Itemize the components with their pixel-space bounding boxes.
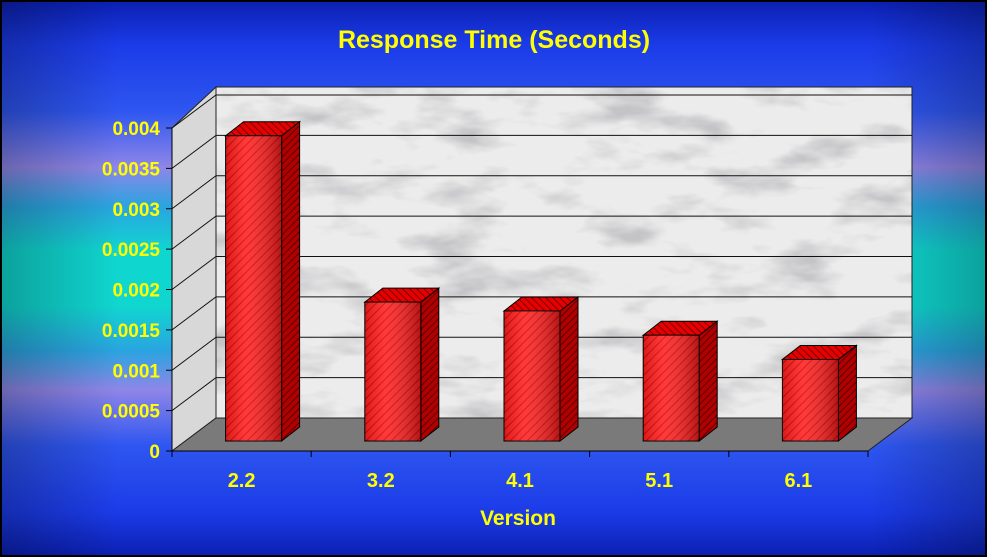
bars bbox=[224, 120, 858, 443]
bar-front-shade bbox=[504, 310, 560, 441]
bar-4.1 bbox=[502, 295, 580, 443]
x-tick-label: 3.2 bbox=[367, 470, 395, 492]
bar-front-shade bbox=[643, 335, 700, 441]
bar-side bbox=[837, 344, 857, 443]
y-tick-label: 0 bbox=[149, 442, 160, 463]
bar-3.2 bbox=[363, 287, 441, 443]
y-tick-label: 0.003 bbox=[112, 200, 160, 221]
bar-side bbox=[281, 120, 301, 443]
bar-6.1 bbox=[780, 344, 858, 443]
gridline bbox=[171, 175, 912, 210]
y-tick-label: 0.004 bbox=[112, 119, 160, 140]
bar-front-shade bbox=[364, 302, 421, 441]
x-tick-label: 2.2 bbox=[228, 470, 256, 492]
gridline bbox=[171, 296, 912, 331]
bar-front-shade bbox=[782, 359, 839, 441]
gridlines bbox=[171, 94, 912, 412]
x-axis-title: Version bbox=[480, 507, 556, 530]
gridline bbox=[171, 256, 912, 290]
y-tick-label: 0.002 bbox=[112, 281, 160, 302]
y-tick-label: 0.0015 bbox=[102, 321, 161, 342]
y-tick-label: 0.0005 bbox=[102, 402, 161, 423]
axes bbox=[166, 127, 869, 457]
bar-front-shade bbox=[225, 135, 282, 441]
plot-side-wall bbox=[171, 85, 217, 452]
axis-labels: 0 0.0005 0.001 0.0015 0.002 0.0025 0.003 0.0035… bbox=[102, 119, 812, 492]
bar-2.2 bbox=[224, 120, 302, 443]
y-tick-label: 0.0025 bbox=[102, 240, 161, 261]
bar-5.1 bbox=[641, 320, 719, 443]
gridline bbox=[171, 134, 912, 169]
y-tick-label: 0.0035 bbox=[102, 159, 161, 180]
bar-side bbox=[698, 320, 718, 443]
chart-title: Response Time (Seconds) bbox=[338, 26, 650, 54]
x-tick-label: 4.1 bbox=[506, 470, 534, 492]
bar-side bbox=[420, 287, 440, 443]
x-tick-label: 5.1 bbox=[645, 470, 673, 492]
gridline bbox=[171, 215, 912, 250]
bar-side bbox=[559, 295, 579, 443]
y-tick-label: 0.001 bbox=[112, 361, 160, 382]
gridline bbox=[171, 94, 912, 129]
x-tick-label: 6.1 bbox=[784, 470, 812, 492]
